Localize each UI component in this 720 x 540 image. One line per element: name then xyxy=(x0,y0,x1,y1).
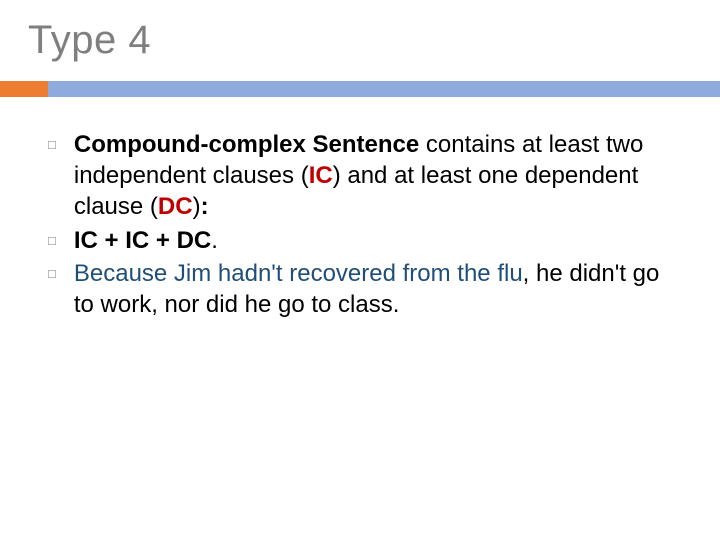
bullet-text: Because Jim hadn't recovered from the fl… xyxy=(74,258,672,320)
text-run: IC xyxy=(125,227,149,254)
bullet-item: □ Because Jim hadn't recovered from the f… xyxy=(48,258,672,320)
text-run: DC xyxy=(177,227,212,254)
text-run: IC xyxy=(309,162,333,189)
accent-blue-block xyxy=(48,81,720,97)
text-run: Compound-complex Sentence xyxy=(74,131,419,158)
slide-title: Type 4 xyxy=(0,18,720,63)
text-run: IC xyxy=(74,227,98,254)
bullet-marker-icon: □ xyxy=(48,137,56,154)
text-run: Because Jim hadn't recovered from the fl… xyxy=(74,260,523,287)
bullet-marker-icon: □ xyxy=(48,266,56,283)
text-run: + xyxy=(105,227,119,254)
text-run: + xyxy=(156,227,170,254)
bullet-item: □ IC + IC + DC. xyxy=(48,225,672,256)
accent-orange-block xyxy=(0,81,48,97)
text-run: ) xyxy=(193,193,201,220)
slide-body: □ Compound-complex Sentence contains at l… xyxy=(0,97,720,320)
text-run: : xyxy=(201,193,209,220)
bullet-marker-icon: □ xyxy=(48,233,56,250)
accent-bar xyxy=(0,81,720,97)
bullet-item: □ Compound-complex Sentence contains at l… xyxy=(48,129,672,223)
text-run: DC xyxy=(158,193,193,220)
bullet-text: Compound-complex Sentence contains at le… xyxy=(74,129,672,223)
text-run xyxy=(149,227,156,254)
text-run: . xyxy=(211,227,218,254)
slide: Type 4 □ Compound-complex Sentence contai… xyxy=(0,0,720,540)
bullet-text: IC + IC + DC. xyxy=(74,225,218,256)
text-run xyxy=(98,227,105,254)
text-run xyxy=(170,227,177,254)
